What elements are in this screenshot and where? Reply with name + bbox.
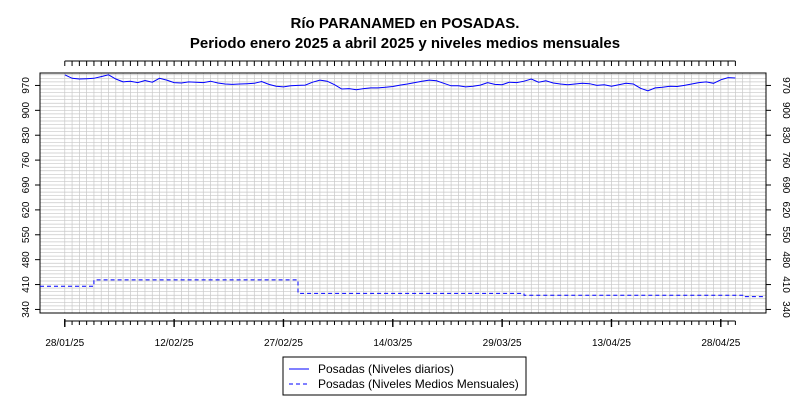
y-tick-label-left: 550 <box>21 226 32 243</box>
y-tick-label-left: 620 <box>21 201 32 218</box>
x-tick-label: 14/03/25 <box>373 338 412 349</box>
y-tick-label-right: 550 <box>780 226 791 243</box>
plot-area-border <box>39 72 767 314</box>
y-tick-label-left: 480 <box>21 251 32 268</box>
series-line-daily <box>64 74 736 92</box>
y-tick-label-right: 620 <box>780 202 791 219</box>
legend-label-daily: Posadas (Niveles diarios) <box>318 362 454 376</box>
x-tick-label: 12/02/25 <box>155 338 194 349</box>
x-tick-label: 28/04/25 <box>701 338 740 349</box>
axes: 340 340 410 410 480 480 550 550 620 620 690 690 760 7… <box>21 60 791 349</box>
y-tick-label-right: 760 <box>780 152 791 169</box>
y-tick-label-right: 340 <box>780 301 791 318</box>
legend-box <box>282 356 527 396</box>
x-tick-label: 27/02/25 <box>264 338 303 349</box>
y-tick-label-right: 970 <box>780 77 791 94</box>
y-tick-label-left: 760 <box>21 151 32 168</box>
y-tick-label-left: 830 <box>21 126 32 143</box>
series-line-monthly <box>40 279 766 298</box>
x-tick-label: 28/01/25 <box>45 338 84 349</box>
chart-subtitle: Periodo enero 2025 a abril 2025 y nivele… <box>190 35 620 52</box>
chart-title: Río PARANAMED en POSADAS. <box>291 15 520 32</box>
y-tick-label-left: 340 <box>21 301 32 318</box>
legend-label-monthly: Posadas (Niveles Medios Mensuales) <box>318 377 519 391</box>
y-tick-label-left: 410 <box>21 276 32 293</box>
y-tick-label-right: 830 <box>780 127 791 144</box>
y-tick-label-right: 410 <box>780 276 791 293</box>
y-tick-label-left: 900 <box>21 102 32 119</box>
grid <box>40 73 766 313</box>
y-tick-label-right: 900 <box>780 102 791 119</box>
y-tick-label-right: 480 <box>780 251 791 268</box>
y-tick-label-left: 970 <box>21 77 32 94</box>
y-tick-label-left: 690 <box>21 176 32 193</box>
x-tick-label: 13/04/25 <box>592 338 631 349</box>
legend: Posadas (Niveles diarios) Posadas (Nivel… <box>282 356 527 396</box>
series <box>40 74 766 298</box>
x-tick-label: 29/03/25 <box>483 338 522 349</box>
y-tick-label-right: 690 <box>780 177 791 194</box>
